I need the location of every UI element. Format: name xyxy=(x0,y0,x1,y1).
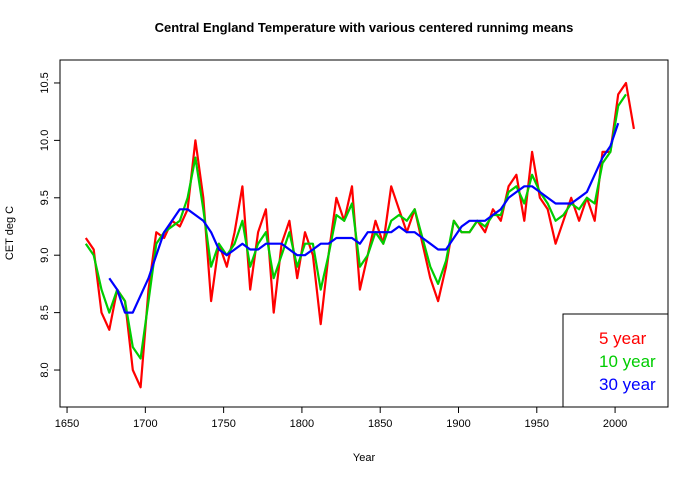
y-axis-label: CET deg C xyxy=(4,206,16,260)
series-line xyxy=(108,122,620,314)
x-tick-label: 1650 xyxy=(55,418,79,430)
x-tick-label: 1700 xyxy=(133,418,157,430)
series-line xyxy=(84,93,627,360)
x-tick-label: 1900 xyxy=(446,418,470,430)
legend-entry: 10 year xyxy=(599,352,656,371)
x-axis-label: Year xyxy=(353,452,376,464)
y-tick-label: 10.5 xyxy=(39,72,51,93)
legend-entry: 5 year xyxy=(599,329,647,348)
chart-title: Central England Temperature with various… xyxy=(155,20,574,35)
y-tick-label: 9.0 xyxy=(39,248,51,263)
y-tick-label: 8.5 xyxy=(39,305,51,320)
y-tick-label: 10.0 xyxy=(39,130,51,151)
series-line xyxy=(84,81,635,389)
legend-box xyxy=(562,313,669,408)
plot-frame xyxy=(59,59,669,408)
x-tick-label: 2000 xyxy=(603,418,627,430)
legend-entry: 30 year xyxy=(599,375,656,394)
x-tick-label: 1800 xyxy=(290,418,314,430)
y-tick-label: 8.0 xyxy=(39,362,51,377)
y-tick-label: 9.5 xyxy=(39,190,51,205)
x-tick-label: 1850 xyxy=(368,418,392,430)
x-tick-label: 1750 xyxy=(211,418,235,430)
x-tick-label: 1950 xyxy=(525,418,549,430)
